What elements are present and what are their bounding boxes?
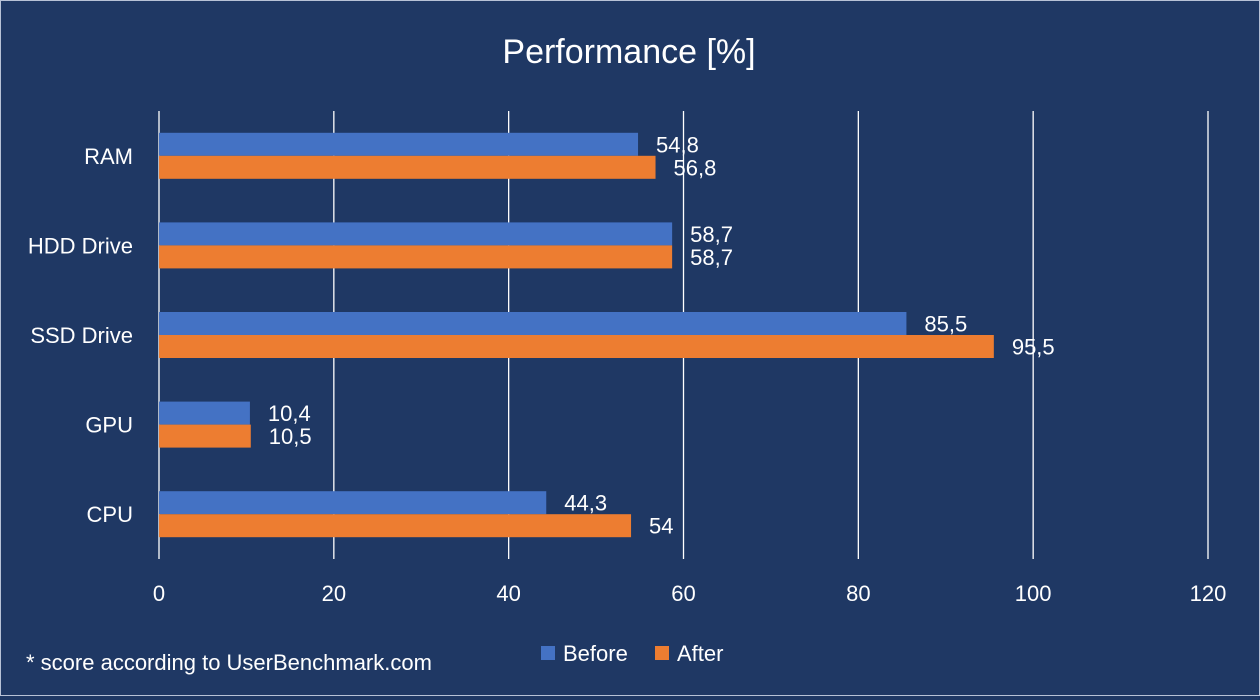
legend-swatch-after xyxy=(655,646,669,660)
data-label: 58,7 xyxy=(690,222,733,247)
x-tick-label: 0 xyxy=(153,581,165,606)
x-tick-label: 80 xyxy=(846,581,870,606)
data-label: 44,3 xyxy=(564,491,607,516)
bar-before xyxy=(159,491,547,515)
x-tick-label: 100 xyxy=(1015,581,1052,606)
bar-before xyxy=(159,132,639,156)
x-tick-label: 40 xyxy=(496,581,520,606)
bar-after xyxy=(159,155,656,179)
bar-after xyxy=(159,514,632,538)
x-tick-label: 20 xyxy=(322,581,346,606)
bar-before xyxy=(159,312,907,335)
legend-label-before: Before xyxy=(563,641,628,666)
data-label: 56,8 xyxy=(674,155,717,180)
category-label: SSD Drive xyxy=(30,323,133,348)
x-tick-label: 120 xyxy=(1190,581,1227,606)
tick-labels: 0 20 40 60 80 100 120 xyxy=(153,581,1226,606)
chart-title: Performance [%] xyxy=(502,33,755,71)
data-label: 85,5 xyxy=(924,312,967,337)
x-tick-label: 60 xyxy=(671,581,695,606)
category-label: CPU xyxy=(87,502,133,527)
footnote: * score according to UserBenchmark.com xyxy=(26,650,432,675)
data-label: 54,8 xyxy=(656,132,699,157)
category-label: GPU xyxy=(85,413,133,438)
bar-before xyxy=(159,401,250,425)
bar-after xyxy=(159,335,994,358)
data-label: 58,7 xyxy=(690,245,733,270)
data-label: 10,5 xyxy=(269,424,312,449)
legend-label-after: After xyxy=(677,641,723,666)
category-labels: RAM HDD Drive SSD Drive GPU CPU xyxy=(28,144,133,527)
data-label: 54 xyxy=(649,514,673,539)
bar-after xyxy=(159,245,673,269)
bar-labels: 54,856,8 58,758,7 85,5 95,5 10,410,5 44,3 54 xyxy=(268,132,1055,538)
bar-after xyxy=(159,424,251,448)
category-label: HDD Drive xyxy=(28,233,133,258)
legend: Before After xyxy=(541,641,723,666)
bars xyxy=(159,132,994,538)
data-label: 95,5 xyxy=(1012,335,1055,360)
bar-before xyxy=(159,222,673,246)
category-label: RAM xyxy=(84,144,133,169)
legend-swatch-before xyxy=(541,646,555,660)
data-label: 10,4 xyxy=(268,401,311,426)
